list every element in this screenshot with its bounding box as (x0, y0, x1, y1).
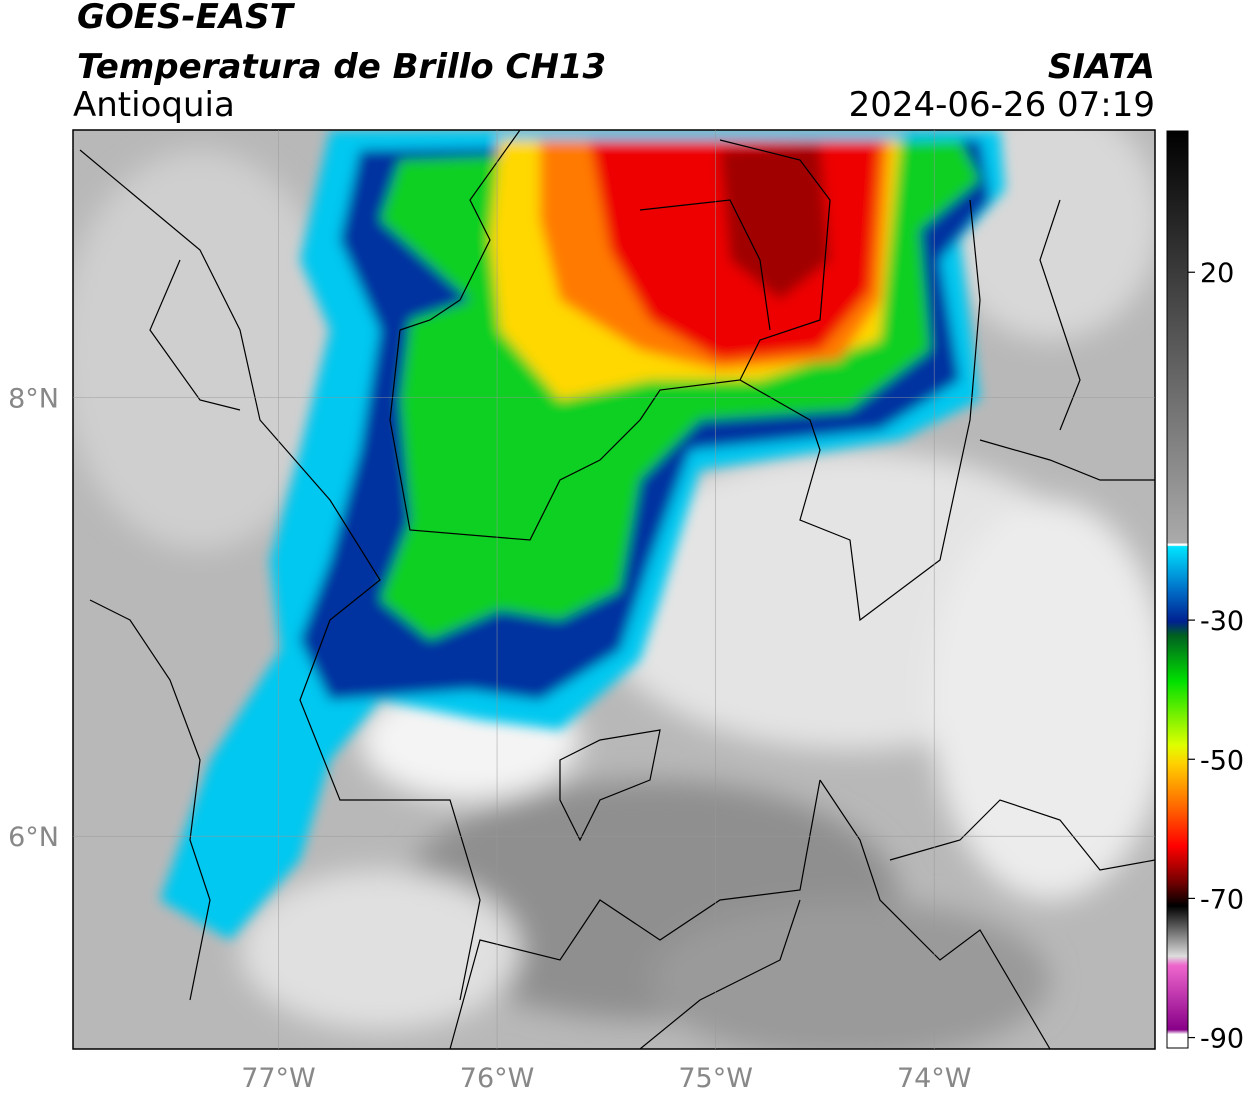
x-tick-label: 76°W (460, 1063, 535, 1094)
colorbar-tick-label: -30 (1200, 606, 1244, 637)
colorbar-tick-label: -50 (1200, 745, 1244, 776)
x-tick-label: 75°W (678, 1063, 753, 1094)
colorbar-tick-label: -70 (1200, 884, 1244, 915)
y-tick-label: 8°N (8, 384, 59, 415)
region: Antioquia (73, 85, 235, 125)
colorbar (1166, 130, 1189, 1049)
colorbar-tick-label: 20 (1200, 258, 1234, 289)
map-frame (72, 129, 1156, 1050)
title: GOES-EAST (77, 0, 296, 37)
colorbar-tick-label: -90 (1200, 1024, 1244, 1055)
timestamp: 2024-06-26 07:19 (849, 85, 1155, 125)
x-tick-label: 74°W (897, 1063, 972, 1094)
satellite-image (73, 130, 1155, 1049)
y-tick-label: 6°N (8, 822, 59, 853)
subtitle: Temperatura de Brillo CH13 (77, 47, 606, 87)
boundaries (79, 130, 1155, 1049)
source: SIATA (1048, 47, 1155, 87)
x-tick-label: 77°W (241, 1063, 316, 1094)
